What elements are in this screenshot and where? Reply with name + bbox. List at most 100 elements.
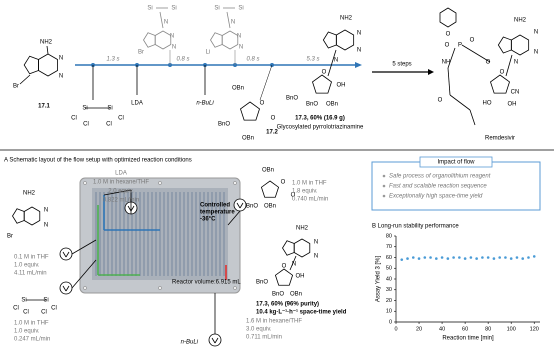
atom-label: BnO	[306, 102, 318, 108]
temperature-label: Controlled	[200, 203, 230, 209]
atom-label: Cl	[23, 310, 29, 316]
ring	[23, 55, 39, 75]
bond	[62, 285, 67, 292]
data-point	[469, 256, 473, 259]
panel-title: A Schematic layout of the flow setup wit…	[4, 158, 192, 164]
condition-text: 1.0 equiv.	[14, 329, 40, 335]
atom-label: N	[59, 74, 63, 80]
atom-label: N	[534, 30, 538, 36]
ring	[490, 74, 510, 94]
residence-time: 1.3 s	[106, 57, 119, 63]
bond	[130, 205, 135, 212]
atom-label: BnO	[246, 204, 258, 210]
ring	[12, 208, 25, 224]
bond	[103, 189, 132, 196]
bond	[226, 11, 231, 29]
y-tick-label: 70	[386, 244, 392, 250]
pump	[59, 247, 73, 261]
atom-label: N	[237, 34, 241, 40]
x-tick-label: 100	[507, 326, 516, 332]
compound-name: Remdesivir	[485, 136, 515, 142]
ring	[260, 180, 280, 198]
pump	[233, 198, 247, 212]
bond	[159, 11, 164, 29]
atom-label: NH2	[514, 18, 527, 24]
atom-label: Cl	[71, 116, 77, 122]
arrow-head	[355, 62, 362, 68]
atom-label: Cl	[13, 306, 19, 312]
bond	[214, 337, 219, 344]
atom-label: O	[281, 180, 286, 186]
ring	[497, 36, 512, 54]
atom-label: Si	[43, 298, 48, 304]
atom-label: HO	[483, 101, 492, 107]
ring	[293, 238, 311, 258]
atom-label: BnO	[286, 96, 298, 102]
data-point	[435, 257, 438, 260]
impact-item: Safe process of organolithium reagent	[389, 174, 491, 180]
pump	[208, 333, 222, 347]
x-tick-label: 80	[485, 326, 491, 332]
x-tick-label: 20	[416, 326, 422, 332]
screw	[233, 286, 237, 290]
ring	[143, 32, 156, 48]
atom-label: N	[44, 223, 48, 229]
condition-text: LDA	[115, 171, 127, 177]
data-point	[423, 256, 427, 259]
condition-text: 1.0 M in hexane/THF	[93, 180, 149, 186]
atom-label: NH2	[23, 191, 36, 197]
atom-label: O	[291, 193, 296, 199]
atom-label: BnO	[256, 280, 268, 286]
compound-label: 17.2	[266, 130, 278, 136]
data-point	[532, 255, 536, 258]
condition-text: 0.711 mL/min	[246, 335, 282, 341]
atom-label: O	[438, 98, 443, 104]
atom-label: OH	[337, 83, 346, 89]
atom-label: O	[445, 43, 450, 49]
bullet	[382, 184, 386, 188]
bond	[447, 47, 456, 69]
ring	[221, 30, 239, 50]
compound-name: Glycosylated pyrrolotriazinamine	[277, 125, 364, 131]
atom-label: N	[44, 208, 48, 214]
ring	[38, 53, 58, 77]
condition-text: 1.6 M in hexane/THF	[246, 319, 302, 325]
atom-label: N	[170, 34, 174, 40]
atom-label: N	[292, 262, 296, 268]
bond	[62, 251, 67, 258]
bond	[127, 205, 132, 212]
data-point	[446, 257, 450, 260]
atom-label: O	[271, 116, 276, 122]
ring	[510, 34, 530, 56]
condition-text: 1.8 equiv.	[292, 189, 318, 195]
condition-text: 0.822 mL/min	[103, 198, 139, 204]
ring	[322, 31, 337, 49]
atom-label: CN	[511, 90, 520, 96]
atom-label: O	[500, 70, 505, 76]
pump	[59, 281, 73, 295]
atom-label: NH2	[340, 16, 353, 22]
data-point	[429, 256, 432, 259]
atom-label: N	[357, 48, 361, 54]
atom-label: O	[446, 32, 451, 38]
x-tick-label: 120	[530, 326, 539, 332]
ring	[23, 206, 41, 226]
bond	[71, 239, 97, 255]
impact-title: Impact of flow	[437, 160, 475, 166]
atom-label: BnO	[218, 122, 230, 128]
bullet	[382, 194, 386, 198]
atom-label: Si	[171, 6, 176, 12]
atom-label: Li	[206, 50, 211, 56]
y-tick-label: 40	[386, 276, 392, 282]
bond	[449, 94, 471, 111]
atom-label: N	[172, 45, 176, 51]
condition-text: 1.0 M in THF	[292, 181, 327, 187]
atom-label: OH	[296, 274, 305, 280]
bond	[239, 202, 244, 209]
reagent-label: LDA	[131, 101, 143, 107]
atom-label: OBn	[290, 292, 302, 298]
impact-item: Exceptionally high space-time yield	[389, 194, 483, 200]
y-tick-label: 80	[386, 233, 392, 239]
residence-time: 0.8 s	[176, 57, 189, 63]
